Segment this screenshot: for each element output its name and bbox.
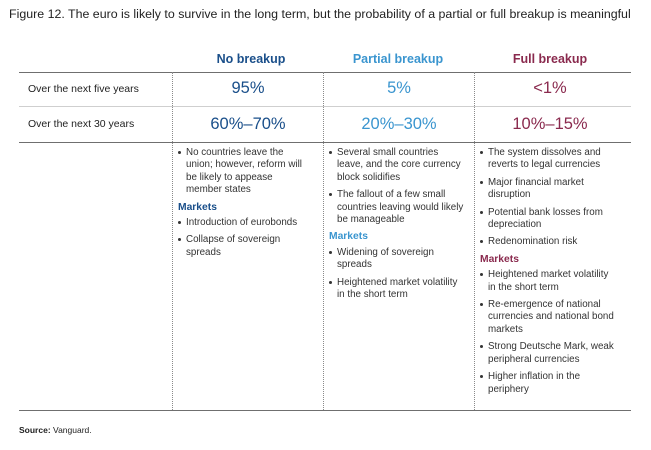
list-item: Redenomination risk: [480, 236, 616, 248]
list-item: Widening of sovereign spreads: [329, 247, 467, 272]
prob-thirty-years-partial-breakup: 20%–30%: [361, 115, 437, 133]
details-full-breakup: The system dissolves and reverts to lega…: [480, 147, 616, 401]
list-item: No countries leave the union; however, r…: [178, 147, 306, 197]
list-item: Heightened market volatility in the shor…: [480, 269, 616, 294]
list-item: Higher inflation in the periphery: [480, 371, 616, 396]
details-partial-breakup: Several small countries leave, and the c…: [329, 147, 467, 306]
prob-five-years-full-breakup: <1%: [533, 79, 567, 97]
prob-five-years-no-breakup: 95%: [231, 79, 265, 97]
heading-partial-breakup: Partial breakup: [352, 52, 444, 66]
row-divider: [19, 106, 631, 107]
prob-thirty-years-no-breakup: 60%–70%: [210, 115, 286, 133]
list-item: Collapse of sovereign spreads: [178, 234, 306, 259]
table-bottom-rule: [19, 410, 631, 411]
column-separator: [323, 72, 324, 410]
markets-heading: Markets: [480, 253, 519, 265]
list-item: Heightened market volatility in the shor…: [329, 277, 467, 302]
list-item: The fallout of a few small countries lea…: [329, 189, 467, 226]
list-item: Potential bank losses from depreciation: [480, 207, 616, 232]
source-note: Source: Vanguard.: [19, 425, 92, 435]
list-item: The system dissolves and reverts to lega…: [480, 147, 616, 172]
prob-thirty-years-full-breakup: 10%–15%: [512, 115, 588, 133]
list-item: Major financial market disruption: [480, 177, 616, 202]
row-label-thirty-years: Over the next 30 years: [28, 118, 135, 130]
markets-heading: Markets: [329, 231, 368, 243]
prob-five-years-partial-breakup: 5%: [387, 79, 411, 97]
figure-title: Figure 12. The euro is likely to survive…: [9, 7, 631, 21]
column-separator: [474, 72, 475, 410]
list-item: Re-emergence of national currencies and …: [480, 299, 616, 336]
header-rule: [19, 72, 631, 73]
heading-no-breakup: No breakup: [216, 52, 286, 66]
column-separator: [172, 72, 173, 410]
source-label: Source:: [19, 425, 51, 435]
table-top-rule: [19, 142, 631, 143]
list-item: Several small countries leave, and the c…: [329, 147, 467, 184]
row-label-five-years: Over the next five years: [28, 83, 139, 95]
list-item: Introduction of eurobonds: [178, 217, 306, 229]
heading-full-breakup: Full breakup: [512, 52, 588, 66]
source-text: Vanguard.: [53, 425, 92, 435]
list-item: Strong Deutsche Mark, weak peripheral cu…: [480, 341, 616, 366]
markets-heading: Markets: [178, 201, 217, 213]
details-no-breakup: No countries leave the union; however, r…: [178, 147, 306, 264]
